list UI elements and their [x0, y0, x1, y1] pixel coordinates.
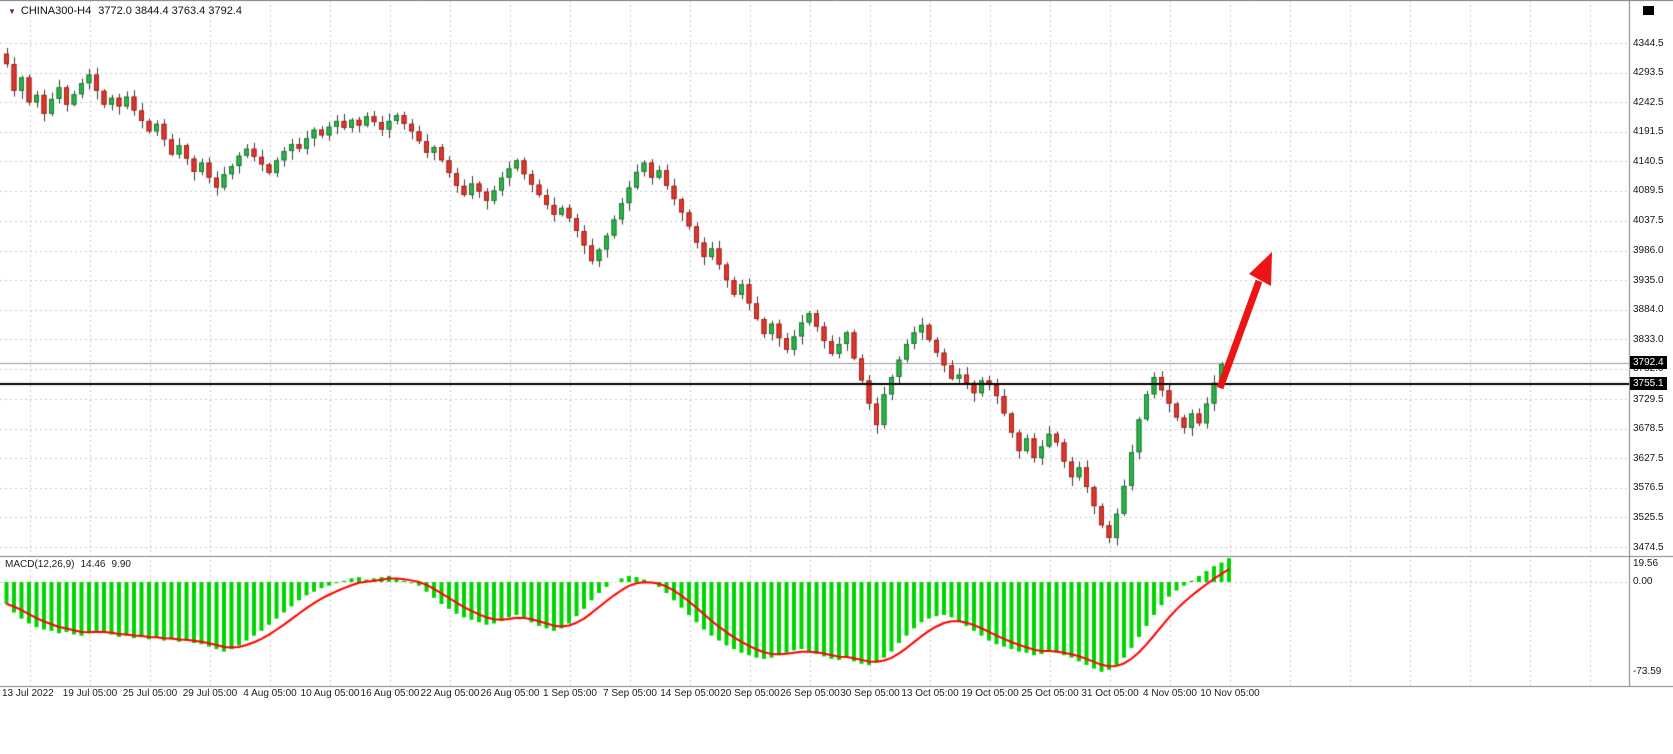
- price-tick-label: 4037.5: [1633, 215, 1664, 227]
- ohlc-values: 3772.0 3844.4 3763.4 3792.4: [98, 5, 242, 17]
- time-tick-label: 31 Oct 05:00: [1081, 688, 1139, 699]
- price-tick-label: 3884.0: [1633, 304, 1664, 316]
- symbol-period-label: CHINA300-H4: [20, 5, 92, 17]
- price-tick-label: 3935.0: [1633, 274, 1664, 286]
- time-tick-label: 7 Sep 05:00: [603, 688, 657, 699]
- time-tick-label: 25 Oct 05:00: [1021, 688, 1079, 699]
- time-tick-label: 10 Aug 05:00: [300, 688, 360, 699]
- price-tick-label: 3729.5: [1633, 393, 1664, 405]
- time-tick-label: 16 Aug 05:00: [360, 688, 420, 699]
- macd-tick-label: 0.00: [1633, 576, 1653, 587]
- price-tick-label: 3525.5: [1633, 511, 1664, 523]
- macd-signal-value: 9.90: [111, 559, 131, 570]
- time-tick-label: 4 Nov 05:00: [1143, 688, 1197, 699]
- price-tick-label: 3576.5: [1633, 482, 1664, 494]
- time-tick-label: 14 Sep 05:00: [660, 688, 720, 699]
- symbol-dropdown-icon[interactable]: ▼: [8, 7, 16, 16]
- time-tick-label: 22 Aug 05:00: [420, 688, 480, 699]
- chart-shift-marker: [1643, 6, 1654, 15]
- price-tick-label: 3627.5: [1633, 452, 1664, 464]
- time-tick-label: 30 Sep 05:00: [840, 688, 900, 699]
- time-tick-label: 13 Oct 05:00: [901, 688, 959, 699]
- macd-tick-label: -73.59: [1633, 665, 1662, 677]
- time-tick-label: 13 Jul 2022: [2, 688, 54, 699]
- price-tick-label: 4293.5: [1633, 67, 1664, 79]
- price-tick-label: 3474.5: [1633, 541, 1664, 553]
- time-tick-label: 20 Sep 05:00: [720, 688, 780, 699]
- time-tick-label: 25 Jul 05:00: [122, 688, 178, 699]
- time-tick-label: 19 Jul 05:00: [62, 688, 118, 699]
- macd-name: MACD(12,26,9): [5, 559, 75, 570]
- price-axis[interactable]: 4344.5 4293.5 4242.5 4191.5 4140.5 4089.5 4037…: [1629, 0, 1673, 706]
- hline-price-badge: 3755.1: [1630, 377, 1667, 391]
- time-tick-label: 4 Aug 05:00: [243, 688, 297, 699]
- price-tick-label: 4344.5: [1633, 37, 1664, 49]
- price-tick-label: 3833.0: [1633, 333, 1664, 345]
- macd-indicator-label: MACD(12,26,9) 14.46 9.90: [5, 559, 137, 570]
- price-tick-label: 4242.5: [1633, 96, 1664, 108]
- time-tick-label: 29 Jul 05:00: [182, 688, 238, 699]
- price-tick-label: 3678.5: [1633, 423, 1664, 435]
- bid-price-badge: 3792.4: [1630, 355, 1667, 369]
- price-tick-label: 4191.5: [1633, 126, 1664, 138]
- macd-axis[interactable]: 19.56 0.00 -73.59: [1629, 557, 1673, 686]
- time-axis[interactable]: 13 Jul 2022 19 Jul 05:00 25 Jul 05:00 29 Ju…: [0, 688, 1629, 704]
- price-tick-label: 4089.5: [1633, 185, 1664, 197]
- macd-tick-label: 19.56: [1633, 558, 1659, 569]
- time-tick-label: 10 Nov 05:00: [1200, 688, 1260, 699]
- macd-value: 14.46: [80, 559, 106, 570]
- price-tick-label: 3986.0: [1633, 245, 1664, 257]
- time-tick-label: 26 Sep 05:00: [780, 688, 840, 699]
- time-tick-label: 19 Oct 05:00: [961, 688, 1019, 699]
- price-tick-label: 3782.0: [1633, 363, 1664, 375]
- symbol-title: ▼ CHINA300-H4 3772.0 3844.4 3763.4 3792.4: [8, 5, 242, 17]
- price-tick-label: 4140.5: [1633, 155, 1664, 167]
- time-tick-label: 26 Aug 05:00: [480, 688, 540, 699]
- time-tick-label: 1 Sep 05:00: [543, 688, 597, 699]
